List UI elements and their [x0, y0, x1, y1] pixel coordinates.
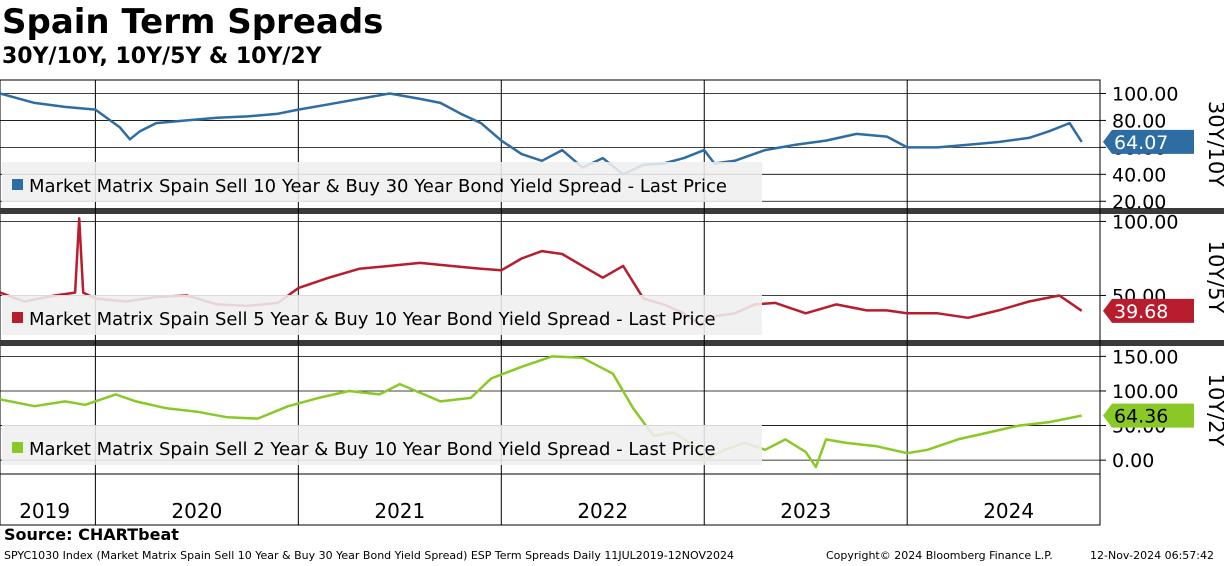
series-line	[0, 92, 1083, 176]
x-tick-label: 2019	[19, 499, 70, 523]
x-tick-label: 2022	[577, 499, 628, 523]
y-tick-label: 100.00	[1112, 211, 1178, 233]
series-line	[0, 355, 1082, 469]
last-value-label: 64.07	[1114, 132, 1168, 154]
page-title: Spain Term Spreads	[2, 2, 384, 42]
y-tick-label: 100.00	[1112, 381, 1178, 403]
source-note: Source: CHARTbeat	[4, 525, 179, 544]
y-tick-label: 40.00	[1112, 164, 1166, 186]
legend-swatch	[12, 312, 23, 323]
y-tick-label: 20.00	[1112, 191, 1166, 213]
legend-box	[2, 295, 762, 335]
last-value-label: 64.36	[1114, 406, 1168, 428]
panel-divider	[0, 208, 1224, 214]
last-value-tag	[1103, 298, 1194, 323]
page-subtitle: 30Y/10Y, 10Y/5Y & 10Y/2Y	[2, 44, 322, 69]
panel-label: 30Y/10Y	[1204, 101, 1224, 187]
panel-divider	[0, 340, 1224, 346]
legend-label: Market Matrix Spain Sell 5 Year & Buy 10…	[29, 309, 716, 330]
y-tick-label: 80.00	[1112, 110, 1166, 132]
y-tick-label: 100.00	[1112, 83, 1178, 105]
y-tick-label: 0.00	[1112, 450, 1154, 472]
legend-box	[2, 425, 762, 465]
x-tick-label: 2020	[171, 499, 222, 523]
footer-timestamp: 12-Nov-2024 06:57:42	[1090, 549, 1215, 562]
x-tick-label: 2023	[780, 499, 831, 523]
last-value-tag	[1103, 129, 1194, 154]
x-tick-label: 2024	[983, 499, 1034, 523]
legend-box	[2, 162, 762, 202]
legend-swatch	[12, 179, 23, 190]
y-tick-label: 150.00	[1112, 346, 1178, 368]
last-value-label: 39.68	[1114, 301, 1168, 323]
panel-label: 10Y/2Y	[1204, 374, 1224, 447]
panel-label: 10Y/5Y	[1204, 241, 1224, 314]
legend-swatch	[12, 442, 23, 453]
footer-copyright: Copyright© 2024 Bloomberg Finance L.P.	[826, 549, 1053, 562]
last-value-tag	[1103, 403, 1194, 428]
x-tick-label: 2021	[374, 499, 425, 523]
footer-index-info: SPYC1030 Index (Market Matrix Spain Sell…	[4, 549, 734, 562]
legend-label: Market Matrix Spain Sell 10 Year & Buy 3…	[29, 176, 727, 197]
legend-label: Market Matrix Spain Sell 2 Year & Buy 10…	[29, 439, 716, 460]
